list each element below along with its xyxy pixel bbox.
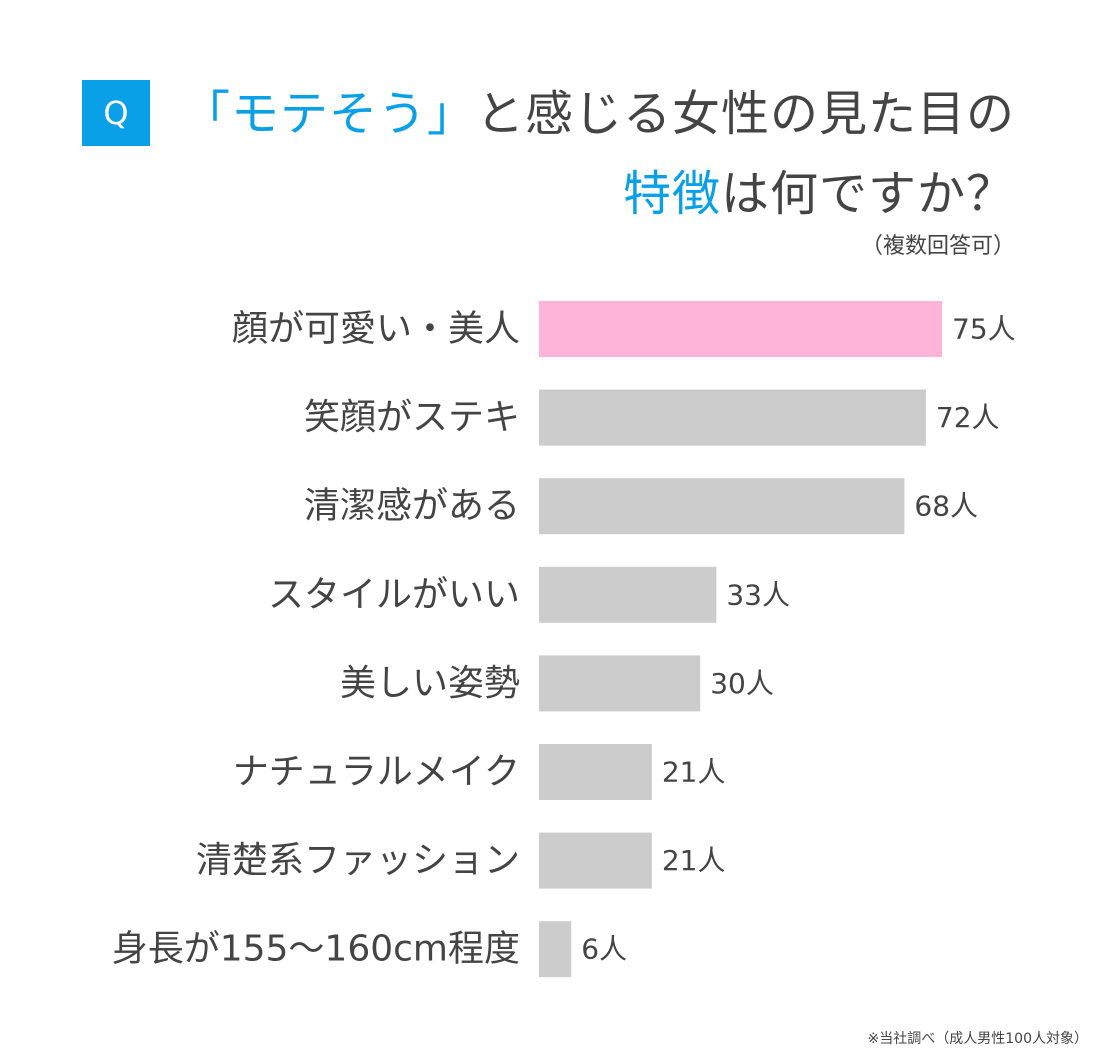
category-label: 顔が可愛い・美人	[232, 309, 520, 350]
value-label: 21人	[662, 844, 726, 877]
footnote: ※当社調べ（成人男性100人対象）	[867, 1031, 1088, 1047]
bar	[539, 832, 652, 889]
category-label: スタイルがいい	[268, 574, 520, 615]
bar	[539, 301, 942, 357]
bar	[539, 921, 572, 978]
value-label: 75人	[952, 313, 1016, 346]
bar	[539, 744, 652, 800]
title-accent-1: 「モテそう」	[181, 86, 476, 142]
bar	[539, 655, 701, 712]
value-label: 68人	[914, 490, 978, 523]
title-rest-2: は何ですか？	[720, 166, 1015, 222]
chart-subtitle: （複数回答可）	[860, 234, 1015, 259]
bar	[539, 478, 905, 535]
value-label: 6人	[581, 933, 627, 966]
title-rest-1: と感じる女性の見た目の	[475, 86, 1015, 142]
category-label: 清潔感がある	[304, 486, 520, 527]
category-label: 美しい姿勢	[340, 663, 520, 704]
value-label: 30人	[710, 667, 774, 700]
value-label: 33人	[726, 578, 790, 611]
category-label: 笑顔がステキ	[304, 397, 520, 438]
category-label: ナチュラルメイク	[233, 752, 520, 793]
category-label: 清楚系ファッション	[196, 840, 520, 881]
value-label: 72人	[936, 401, 1000, 434]
title-line-1: 「モテそう」と感じる女性の見た目の	[182, 84, 1015, 144]
question-badge: Q	[82, 80, 150, 146]
category-label: 身長が155〜160cm程度	[112, 929, 520, 970]
title-accent-2: 特徴	[622, 166, 721, 222]
bar	[539, 389, 926, 446]
title-line-2: 特徴は何ですか？	[623, 164, 1015, 224]
value-label: 21人	[662, 756, 726, 789]
bar	[539, 566, 717, 623]
